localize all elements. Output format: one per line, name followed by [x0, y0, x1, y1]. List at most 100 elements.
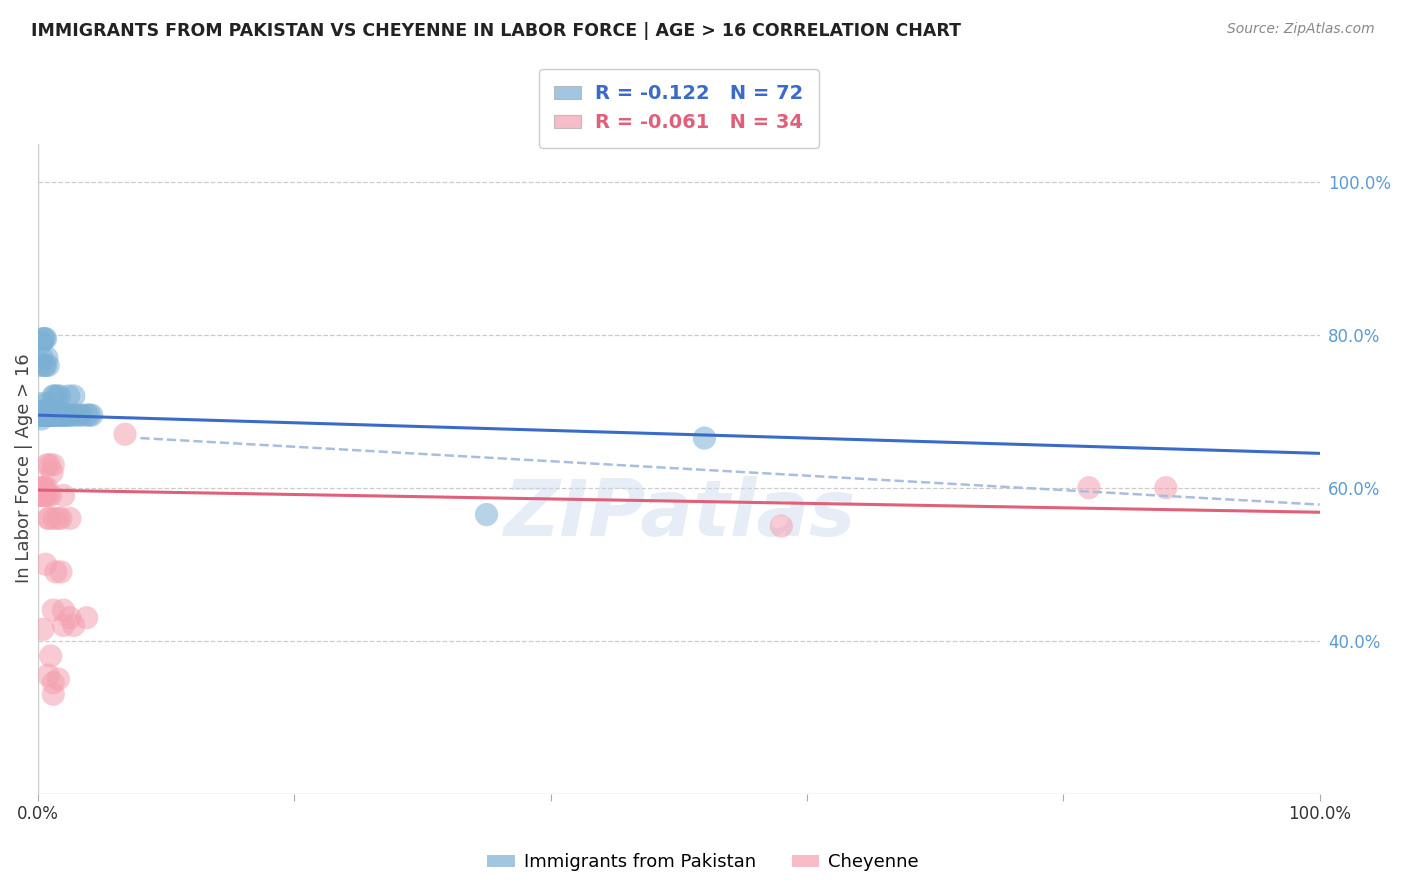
Point [48, 672, 70, 686]
Point [45, 565, 67, 579]
Point [31, 335, 53, 350]
Point [37, 408, 59, 422]
Point [62, 618, 84, 632]
Point [34, 408, 56, 422]
Point [51, 408, 73, 422]
Point [32, 622, 55, 636]
Point [32, 408, 55, 422]
Point [49, 408, 72, 422]
Point [48, 389, 70, 403]
Point [41, 408, 63, 422]
Point [114, 427, 136, 442]
Point [32, 404, 55, 418]
Point [32, 332, 55, 346]
Point [31, 488, 53, 502]
Point [1154, 481, 1177, 495]
Point [30, 359, 52, 373]
Point [34, 408, 56, 422]
Y-axis label: In Labor Force | Age > 16: In Labor Force | Age > 16 [15, 354, 32, 583]
Point [45, 408, 67, 422]
Point [34, 359, 56, 373]
Point [30, 481, 52, 495]
Point [31, 351, 53, 365]
Point [42, 603, 65, 617]
Text: ZIPatlas: ZIPatlas [503, 476, 855, 552]
Point [42, 687, 65, 701]
Point [37, 668, 59, 682]
Point [38, 408, 60, 422]
Point [44, 389, 66, 403]
Point [32, 408, 55, 422]
Point [60, 408, 83, 422]
Point [42, 389, 65, 403]
Point [80, 408, 103, 422]
Point [59, 511, 82, 525]
Point [39, 648, 62, 663]
Point [41, 466, 63, 480]
Point [35, 408, 58, 422]
Point [38, 458, 60, 472]
Point [42, 675, 65, 690]
Point [52, 618, 75, 632]
Point [34, 332, 56, 346]
Point [76, 611, 98, 625]
Point [38, 408, 60, 422]
Point [30, 483, 52, 498]
Point [35, 351, 58, 365]
Point [34, 408, 56, 422]
Point [34, 404, 56, 418]
Point [48, 408, 70, 422]
Point [55, 408, 77, 422]
Point [35, 408, 58, 422]
Point [49, 408, 72, 422]
Point [475, 508, 498, 522]
Point [52, 603, 75, 617]
Point [42, 458, 65, 472]
Point [52, 488, 75, 502]
Point [46, 408, 69, 422]
Point [31, 404, 53, 418]
Point [39, 408, 62, 422]
Point [62, 389, 84, 403]
Legend: Immigrants from Pakistan, Cheyenne: Immigrants from Pakistan, Cheyenne [481, 847, 925, 879]
Point [37, 511, 59, 525]
Point [37, 488, 59, 502]
Point [34, 488, 56, 502]
Point [31, 408, 53, 422]
Point [67, 408, 90, 422]
Point [32, 481, 55, 495]
Point [31, 412, 53, 426]
Point [34, 488, 56, 502]
Point [44, 408, 66, 422]
Point [59, 611, 82, 625]
Point [35, 481, 58, 495]
Point [34, 481, 56, 495]
Point [58, 389, 80, 403]
Point [30, 408, 52, 422]
Point [46, 389, 69, 403]
Point [34, 408, 56, 422]
Point [30, 397, 52, 411]
Point [37, 359, 59, 373]
Point [32, 488, 55, 502]
Point [770, 519, 793, 533]
Point [1077, 481, 1099, 495]
Point [31, 481, 53, 495]
Point [39, 408, 62, 422]
Point [35, 458, 58, 472]
Point [41, 408, 63, 422]
Point [77, 408, 100, 422]
Point [48, 511, 70, 525]
Point [31, 408, 53, 422]
Point [34, 404, 56, 418]
Point [34, 359, 56, 373]
Point [49, 565, 72, 579]
Point [70, 408, 93, 422]
Point [49, 511, 72, 525]
Point [34, 558, 56, 572]
Point [34, 408, 56, 422]
Point [34, 332, 56, 346]
Point [38, 511, 60, 525]
Point [76, 408, 98, 422]
Point [59, 408, 82, 422]
